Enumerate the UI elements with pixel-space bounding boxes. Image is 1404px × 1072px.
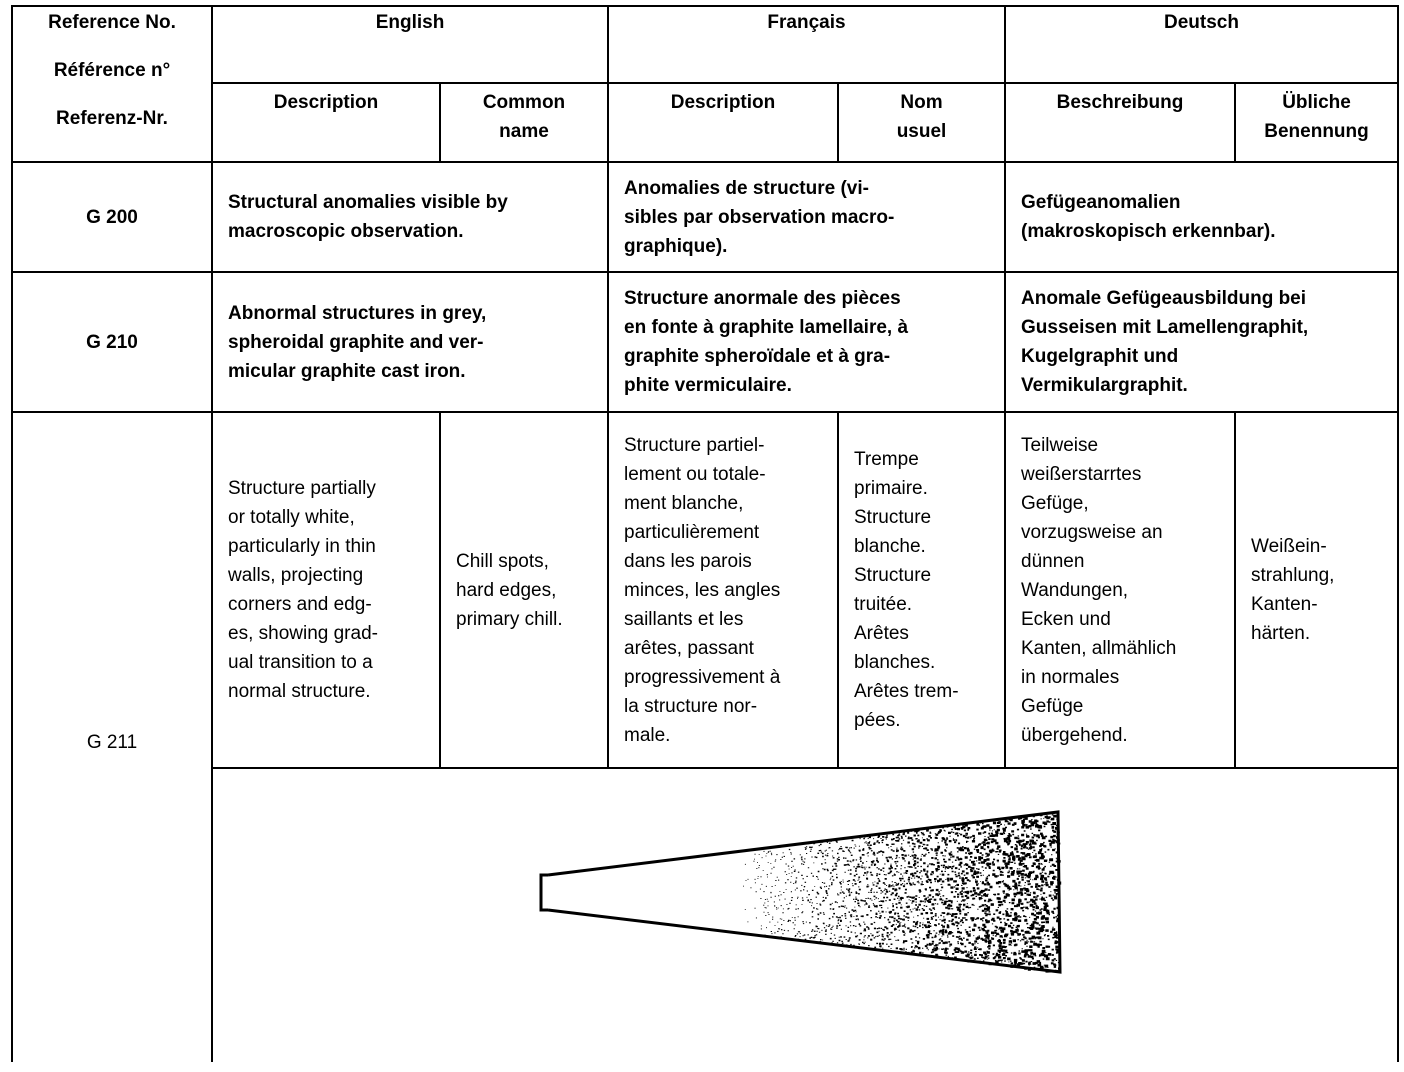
description-cell: Structure anormale des pièces en fonte à… xyxy=(624,288,909,396)
column-header: Description xyxy=(670,92,776,113)
description-cell: Structure partiel- lement ou totale- men… xyxy=(624,434,781,746)
description-cell: Anomale Gefügeausbildung bei Gusseisen m… xyxy=(1021,288,1309,396)
wedge-outline xyxy=(539,810,1062,974)
reference-header: Référence n° xyxy=(53,60,171,81)
language-header: Deutsch xyxy=(1164,12,1239,33)
reference-cell: G 211 xyxy=(86,731,138,753)
description-cell: Trempe primaire. Structure blanche. Stru… xyxy=(854,449,959,731)
column-header: Übliche Benennung xyxy=(1264,92,1369,142)
column-header: Description xyxy=(273,92,379,113)
reference-cell: G 210 xyxy=(86,331,138,353)
description-cell: Weißein- strahlung, Kanten- härten. xyxy=(1251,536,1335,644)
description-cell: Gefügeanomalien (makroskopisch erkennbar… xyxy=(1021,192,1276,242)
language-header: Français xyxy=(767,12,846,33)
description-cell: Structure partially or totally white, pa… xyxy=(228,478,378,702)
column-header: Beschreibung xyxy=(1056,92,1184,113)
language-header: English xyxy=(375,12,445,33)
column-header: Nom usuel xyxy=(896,92,947,142)
description-cell: Structural anomalies visible by macrosco… xyxy=(228,192,508,242)
description-cell: Abnormal structures in grey, spheroidal … xyxy=(228,302,487,382)
description-cell: Anomalies de structure (vi- sibles par o… xyxy=(624,177,895,257)
reference-header: Reference No. xyxy=(48,12,176,33)
reference-cell: G 200 xyxy=(86,206,138,228)
description-cell: Chill spots, hard edges, primary chill. xyxy=(456,550,563,630)
stipple xyxy=(743,813,1062,973)
reference-header: Referenz-Nr. xyxy=(56,108,168,129)
description-cell: Teilweise weißerstarrtes Gefüge, vorzugs… xyxy=(1021,434,1177,746)
column-header: Common name xyxy=(482,92,566,142)
